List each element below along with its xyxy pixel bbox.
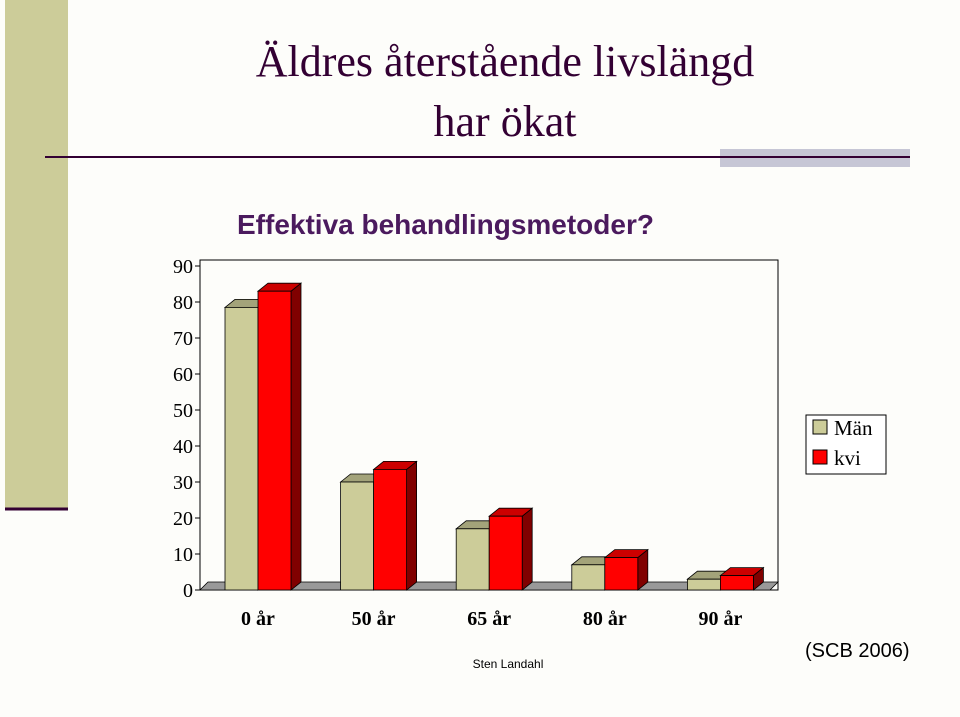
y-tick-label: 80 <box>173 292 193 314</box>
y-tick-label: 60 <box>173 364 193 386</box>
bar <box>604 557 639 591</box>
bar <box>340 481 375 591</box>
legend-label: kvi <box>834 446 861 470</box>
bar <box>455 528 490 591</box>
legend-swatch <box>812 419 828 435</box>
y-tick-label: 90 <box>173 256 193 278</box>
bar <box>571 564 606 591</box>
bar <box>488 515 523 591</box>
footer: Sten Landahl <box>473 657 544 671</box>
bar-side <box>521 507 533 591</box>
x-tick-label: 0 år <box>241 608 275 630</box>
y-tick-label: 70 <box>173 328 193 350</box>
bar <box>687 578 721 591</box>
y-tick-label: 30 <box>173 472 193 494</box>
y-tick-label: 40 <box>173 436 193 458</box>
y-tick-label: 50 <box>173 400 193 422</box>
bar <box>373 468 408 591</box>
x-tick-label: 50 år <box>352 608 396 630</box>
bar-side <box>406 460 418 591</box>
title-line: har ökat <box>434 97 577 146</box>
legend-label: Män <box>834 416 873 440</box>
source-note: (SCB 2006) <box>805 640 910 662</box>
bar <box>257 290 292 591</box>
side-strip <box>5 0 68 509</box>
title-line: Äldres återstående livslängd <box>256 37 755 86</box>
y-tick-label: 0 <box>183 580 193 602</box>
bar <box>720 575 754 591</box>
y-tick-label: 10 <box>173 544 193 566</box>
x-tick-label: 80 år <box>583 608 627 630</box>
bar-side <box>290 282 302 591</box>
legend-swatch <box>812 449 828 465</box>
x-tick-label: 90 år <box>698 608 742 630</box>
bar <box>224 306 259 591</box>
x-tick-label: 65 år <box>467 608 511 630</box>
subtitle: Effektiva behandlingsmetoder? <box>237 209 654 240</box>
y-tick-label: 20 <box>173 508 193 530</box>
